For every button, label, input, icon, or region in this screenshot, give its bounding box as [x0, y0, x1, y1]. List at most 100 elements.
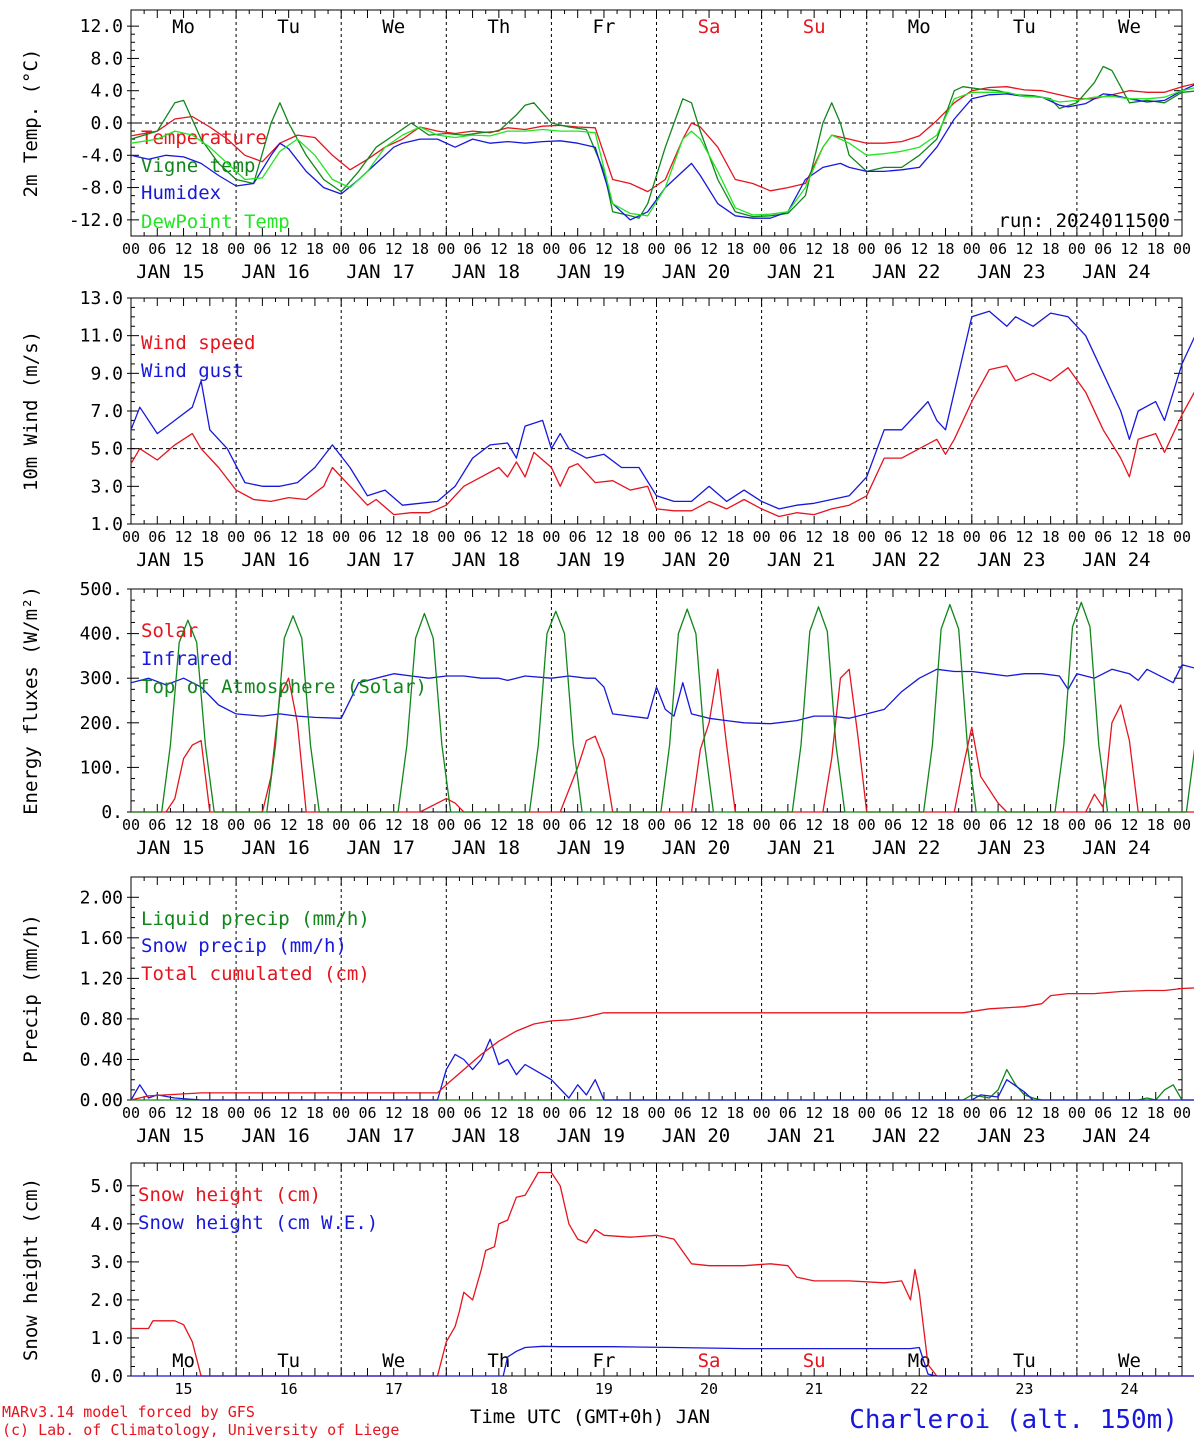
energy-day-label: JAN 22: [872, 837, 941, 859]
precip-hour-label: 06: [464, 1104, 482, 1122]
energy-hour-label: 06: [358, 816, 376, 834]
precip-hour-label: 18: [726, 1104, 744, 1122]
precip-hour-label: 06: [989, 1104, 1007, 1122]
energy-hour-label: 12: [1015, 816, 1033, 834]
temp-hour-label: 06: [989, 240, 1007, 258]
wind-hour-label: 18: [411, 528, 429, 546]
precip-hour-label: 12: [700, 1104, 718, 1122]
temp-hour-label: 00: [647, 240, 665, 258]
panel-wind: 13.0 11.0 9.0 7.0 5.0 3.0 1.0 10m Wind (m/s) 00 0…: [20, 288, 1194, 571]
temp-weekday-label: We: [1118, 16, 1141, 38]
energy-hour-label: 06: [569, 816, 587, 834]
temp-day-label: JAN 19: [556, 261, 625, 283]
temp-run-note: run: 2024011500: [998, 210, 1170, 232]
wind-day-label: JAN 23: [977, 549, 1046, 571]
temp-weekday-label: Sa: [698, 16, 721, 38]
wind-hour-label: 00: [542, 528, 560, 546]
energy-hour-label: 06: [884, 816, 902, 834]
energy-hour-label: 06: [1094, 816, 1112, 834]
energy-ytick-label: 500.: [80, 579, 123, 600]
energy-hour-label: 06: [779, 816, 797, 834]
snow-series-snow-height-cm-: [131, 1171, 1194, 1377]
precip-day-label: JAN 17: [346, 1125, 415, 1147]
energy-hour-label: 00: [858, 816, 876, 834]
snow-day-number: 22: [910, 1380, 928, 1398]
precip-hour-label: 12: [595, 1104, 613, 1122]
snow-weekday-label: We: [382, 1350, 405, 1372]
precip-hour-label: 18: [621, 1104, 639, 1122]
temp-hour-label: 12: [1120, 240, 1138, 258]
wind-hour-label: 18: [621, 528, 639, 546]
temp-day-label: JAN 21: [767, 261, 836, 283]
panel-precip: 2.00 1.60 1.20 0.80 0.40 0.00 Precip (mm/h) 00 0…: [20, 876, 1194, 1147]
precip-hour-label: 00: [437, 1104, 455, 1122]
snow-weekday-label: Mo: [172, 1350, 195, 1372]
wind-hour-label: 12: [805, 528, 823, 546]
snow-series-snow-height-cm-w-e-: [131, 1345, 1194, 1377]
temp-weekday-label: Fr: [593, 16, 616, 38]
precip-legend-liquid-precip-mm-h-: Liquid precip (mm/h): [141, 908, 370, 930]
wind-hour-label: 18: [201, 528, 219, 546]
energy-hour-label: 00: [542, 816, 560, 834]
precip-hour-label: 18: [936, 1104, 954, 1122]
precip-hour-label: 00: [332, 1104, 350, 1122]
snow-ytick-label: 5.0: [90, 1176, 123, 1197]
temp-series-dewpoint-temp: [130, 87, 1194, 217]
temp-hour-label: 18: [1147, 240, 1165, 258]
precip-series-snow-precip-mm-h-: [130, 1038, 1194, 1101]
energy-legend-top-of-atmosphere-solar-: Top of Atmosphere (Solar): [141, 676, 427, 698]
precip-series-total-cumulated-cm-: [130, 987, 1194, 1101]
snow-weekday-label: Tu: [277, 1350, 300, 1372]
energy-series-solar: [131, 668, 1194, 813]
energy-hour-label: 12: [175, 816, 193, 834]
precip-ytick-label: 0.00: [80, 1090, 123, 1111]
temp-hour-label: 00: [753, 240, 771, 258]
temp-hour-label: 12: [700, 240, 718, 258]
energy-hour-label: 12: [805, 816, 823, 834]
precip-hour-label: 00: [227, 1104, 245, 1122]
energy-day-label: JAN 19: [556, 837, 625, 859]
energy-hour-label: 12: [490, 816, 508, 834]
temp-series-temperature: [130, 83, 1194, 193]
energy-hour-label: 18: [936, 816, 954, 834]
wind-hour-label: 18: [726, 528, 744, 546]
temp-hour-label: 12: [280, 240, 298, 258]
energy-hour-label: 00: [122, 816, 140, 834]
precip-day-label: JAN 20: [662, 1125, 731, 1147]
energy-legend-infrared: Infrared: [141, 648, 233, 670]
temp-ytick-label: 0.0: [90, 113, 123, 134]
temp-hour-label: 06: [884, 240, 902, 258]
wind-hour-label: 12: [595, 528, 613, 546]
energy-hour-label: 18: [411, 816, 429, 834]
wind-hour-label: 06: [358, 528, 376, 546]
precip-ytick-label: 0.40: [80, 1049, 123, 1070]
temp-hour-label: 18: [831, 240, 849, 258]
precip-hour-label: 00: [1068, 1104, 1086, 1122]
plot-root: 12.0 8.0 4.0 0.0 -4.0 -8.0 -12.0 2m Temp. (°C) 0…: [20, 9, 1194, 1398]
energy-ytick-label: 200.: [80, 713, 123, 734]
snow-day-number: 18: [490, 1380, 508, 1398]
temp-hour-label: 00: [122, 240, 140, 258]
precip-y-axis-label: Precip (mm/h): [20, 914, 42, 1063]
wind-day-label: JAN 16: [241, 549, 310, 571]
temp-hour-label: 12: [910, 240, 928, 258]
temp-hour-label: 06: [1094, 240, 1112, 258]
precip-legend-total-cumulated-cm-: Total cumulated (cm): [141, 963, 370, 985]
wind-hour-label: 06: [989, 528, 1007, 546]
energy-hour-label: 06: [674, 816, 692, 834]
temp-day-label: JAN 22: [872, 261, 941, 283]
wind-hour-label: 00: [858, 528, 876, 546]
energy-hour-label: 00: [647, 816, 665, 834]
energy-hour-label: 18: [201, 816, 219, 834]
credit-lab: (c) Lab. of Climatology, University of L…: [2, 1421, 399, 1439]
precip-hour-label: 18: [1042, 1104, 1060, 1122]
precip-hour-label: 06: [569, 1104, 587, 1122]
snow-day-number: 21: [805, 1380, 823, 1398]
precip-hour-label: 18: [831, 1104, 849, 1122]
wind-hour-label: 12: [910, 528, 928, 546]
energy-ytick-label: 400.: [80, 624, 123, 645]
wind-ytick-label: 9.0: [90, 363, 123, 384]
precip-hour-label: 12: [910, 1104, 928, 1122]
snow-day-number: 15: [175, 1380, 193, 1398]
snow-ytick-label: 3.0: [90, 1252, 123, 1273]
